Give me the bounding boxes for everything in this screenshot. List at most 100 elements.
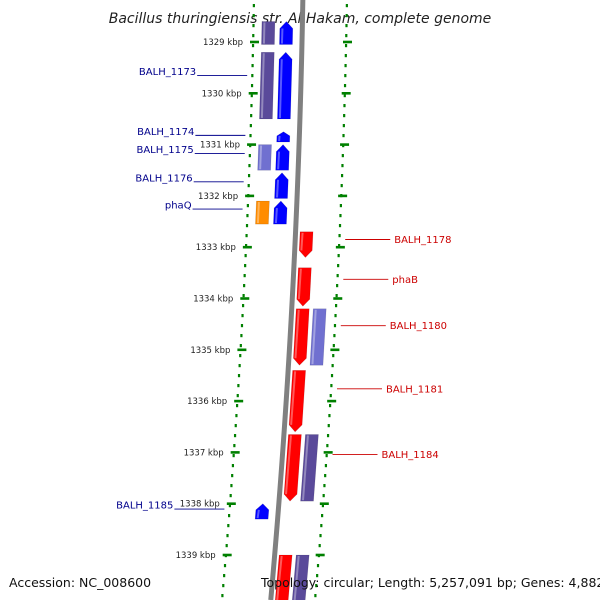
ruler-dot: [248, 164, 251, 168]
ruler-dot: [342, 134, 345, 138]
tick-mark-left: [248, 92, 258, 95]
tick-mark-right: [341, 92, 351, 95]
balh-1180-gene-arrow[interactable]: [293, 308, 310, 366]
ruler-dot: [321, 514, 324, 518]
gene-arrow[interactable]: [274, 554, 293, 600]
balh-1173-gene-arrow[interactable]: [277, 51, 293, 120]
gene-features: [254, 21, 327, 600]
ruler-dot: [336, 274, 339, 278]
ruler-dot: [321, 504, 324, 508]
tick-label: 1329 kbp: [203, 38, 243, 48]
gene-label: BALH_1176: [135, 173, 192, 184]
ruler-dot: [339, 214, 342, 218]
ruler-dot: [322, 494, 325, 498]
ruler-dot: [336, 284, 339, 288]
ruler-dot: [338, 234, 341, 238]
ruler-dot: [234, 424, 237, 428]
balh-1181-gene-arrow[interactable]: [288, 370, 306, 433]
ruler-dot: [250, 104, 253, 108]
ruler-dot: [250, 84, 254, 88]
ruler-dot: [241, 304, 245, 308]
feature-shine: [256, 201, 260, 224]
ruler-dot: [326, 444, 329, 448]
gene-label: BALH_1175: [136, 145, 193, 156]
feature-shine: [311, 309, 317, 365]
balh-1176-gene-arrow[interactable]: [274, 172, 289, 199]
tick-mark-left: [245, 194, 255, 198]
tick-mark-right: [327, 399, 337, 403]
feature-shine: [276, 555, 283, 600]
balh-1184-gene-arrow[interactable]: [283, 434, 302, 502]
ruler-dot: [337, 254, 340, 258]
ruler-dot: [252, 24, 255, 28]
ruler-dot: [326, 434, 330, 438]
tick-mark-left: [240, 297, 250, 300]
feature-shine: [293, 555, 300, 600]
ruler-dot: [341, 154, 344, 158]
tick-mark-left: [250, 40, 259, 44]
ruler-dot: [341, 164, 344, 168]
cds-block[interactable]: [300, 434, 319, 502]
tick-mark-left: [222, 553, 232, 557]
gene-arrow[interactable]: [279, 21, 294, 45]
gene-label: BALH_1174: [137, 127, 194, 138]
ruler-dot: [248, 154, 251, 158]
ruler-dot: [324, 464, 328, 468]
cds-block[interactable]: [261, 21, 276, 45]
ruler-dot: [338, 244, 341, 248]
ruler-dot: [344, 64, 347, 68]
ruler-dot: [337, 264, 340, 268]
balh-1175-gene-arrow[interactable]: [275, 144, 290, 171]
ruler-dot: [245, 224, 249, 228]
cds-block[interactable]: [309, 308, 327, 366]
ruler-dot: [334, 314, 337, 318]
ruler-dot: [239, 344, 242, 348]
axis-ticks: 1329 kbp 1330 kbp 1331 kbp 1332 kbp 1333 kbp…: [176, 38, 352, 561]
ruler-dot: [231, 474, 234, 478]
ruler-dot: [228, 514, 231, 518]
feature-shine: [262, 22, 266, 44]
ruler-dot: [228, 504, 231, 508]
tick-mark-left: [226, 502, 236, 505]
ruler-dot: [232, 454, 235, 458]
ruler-dot: [250, 94, 253, 98]
ruler-dot: [243, 284, 246, 288]
cds-block[interactable]: [255, 200, 270, 225]
ruler-dot: [332, 354, 335, 358]
gene-label: BALH_1185: [116, 501, 173, 512]
gene-labels: BALH_1173 BALH_1174 BALH_1175 BALH_1176 phaQ…: [116, 67, 451, 511]
ruler-dot: [335, 294, 338, 298]
ruler-dot: [340, 184, 343, 188]
balh-1174-gene-arrow[interactable]: [276, 131, 291, 143]
ruler-dot: [247, 184, 250, 188]
ruler-dot: [330, 384, 333, 388]
balh-1178-gene-arrow[interactable]: [298, 231, 314, 258]
tick-mark-right: [315, 553, 325, 557]
tick-mark-right: [333, 297, 343, 300]
ruler-dot: [233, 444, 236, 448]
tick-mark-left: [237, 348, 247, 352]
feature-shine: [277, 151, 281, 170]
tick-label: 1339 kbp: [176, 551, 216, 561]
phaq-gene-arrow[interactable]: [273, 200, 288, 225]
ruler-dot: [226, 534, 229, 538]
cds-block[interactable]: [257, 144, 272, 171]
ruler-dot: [227, 524, 230, 528]
ruler-dot: [333, 334, 336, 338]
ruler-dot: [320, 524, 323, 528]
cds-block[interactable]: [259, 51, 275, 120]
tick-label: 1334 kbp: [193, 295, 233, 305]
tick-label: 1337 kbp: [184, 448, 224, 458]
tick-label: 1332 kbp: [198, 192, 238, 202]
ruler-dot: [343, 114, 346, 118]
tick-mark-left: [230, 451, 240, 454]
ruler-dot: [342, 124, 345, 128]
ruler-dot: [345, 34, 348, 38]
cds-block[interactable]: [291, 554, 310, 600]
ruler-dot: [223, 574, 226, 578]
ruler-dot: [251, 74, 254, 78]
balh-1185-gene-arrow[interactable]: [254, 503, 270, 520]
ruler-dot: [221, 594, 224, 598]
phab-gene-arrow[interactable]: [296, 267, 312, 307]
